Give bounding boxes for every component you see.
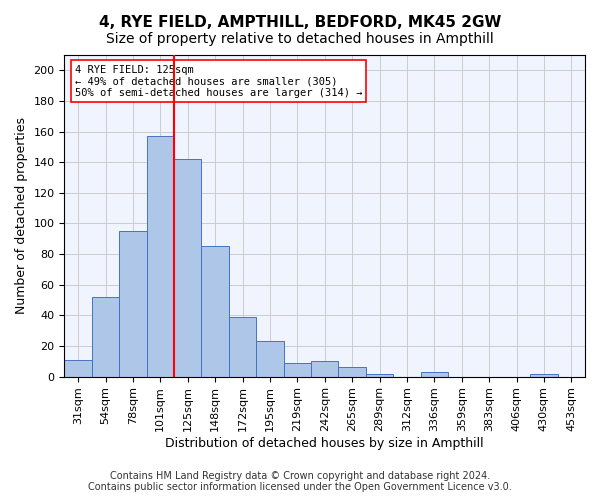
Y-axis label: Number of detached properties: Number of detached properties bbox=[15, 118, 28, 314]
Bar bbox=[311, 362, 338, 376]
Bar bbox=[229, 317, 256, 376]
Bar bbox=[92, 297, 119, 376]
Bar bbox=[366, 374, 393, 376]
Bar bbox=[174, 159, 202, 376]
X-axis label: Distribution of detached houses by size in Ampthill: Distribution of detached houses by size … bbox=[166, 437, 484, 450]
Bar bbox=[530, 374, 557, 376]
Bar bbox=[284, 363, 311, 376]
Text: 4 RYE FIELD: 125sqm
← 49% of detached houses are smaller (305)
50% of semi-detac: 4 RYE FIELD: 125sqm ← 49% of detached ho… bbox=[75, 64, 362, 98]
Bar bbox=[119, 231, 146, 376]
Bar bbox=[202, 246, 229, 376]
Bar bbox=[421, 372, 448, 376]
Text: Size of property relative to detached houses in Ampthill: Size of property relative to detached ho… bbox=[106, 32, 494, 46]
Bar bbox=[338, 368, 366, 376]
Bar bbox=[256, 342, 284, 376]
Bar bbox=[64, 360, 92, 376]
Text: Contains HM Land Registry data © Crown copyright and database right 2024.
Contai: Contains HM Land Registry data © Crown c… bbox=[88, 471, 512, 492]
Text: 4, RYE FIELD, AMPTHILL, BEDFORD, MK45 2GW: 4, RYE FIELD, AMPTHILL, BEDFORD, MK45 2G… bbox=[99, 15, 501, 30]
Bar bbox=[146, 136, 174, 376]
